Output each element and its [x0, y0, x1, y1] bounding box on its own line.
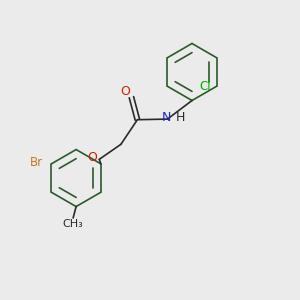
Text: Cl: Cl [200, 80, 211, 93]
Text: H: H [176, 111, 186, 124]
Text: CH₃: CH₃ [63, 219, 83, 229]
Text: N: N [162, 111, 172, 124]
Text: O: O [87, 151, 97, 164]
Text: Br: Br [30, 156, 43, 169]
Text: O: O [120, 85, 130, 98]
